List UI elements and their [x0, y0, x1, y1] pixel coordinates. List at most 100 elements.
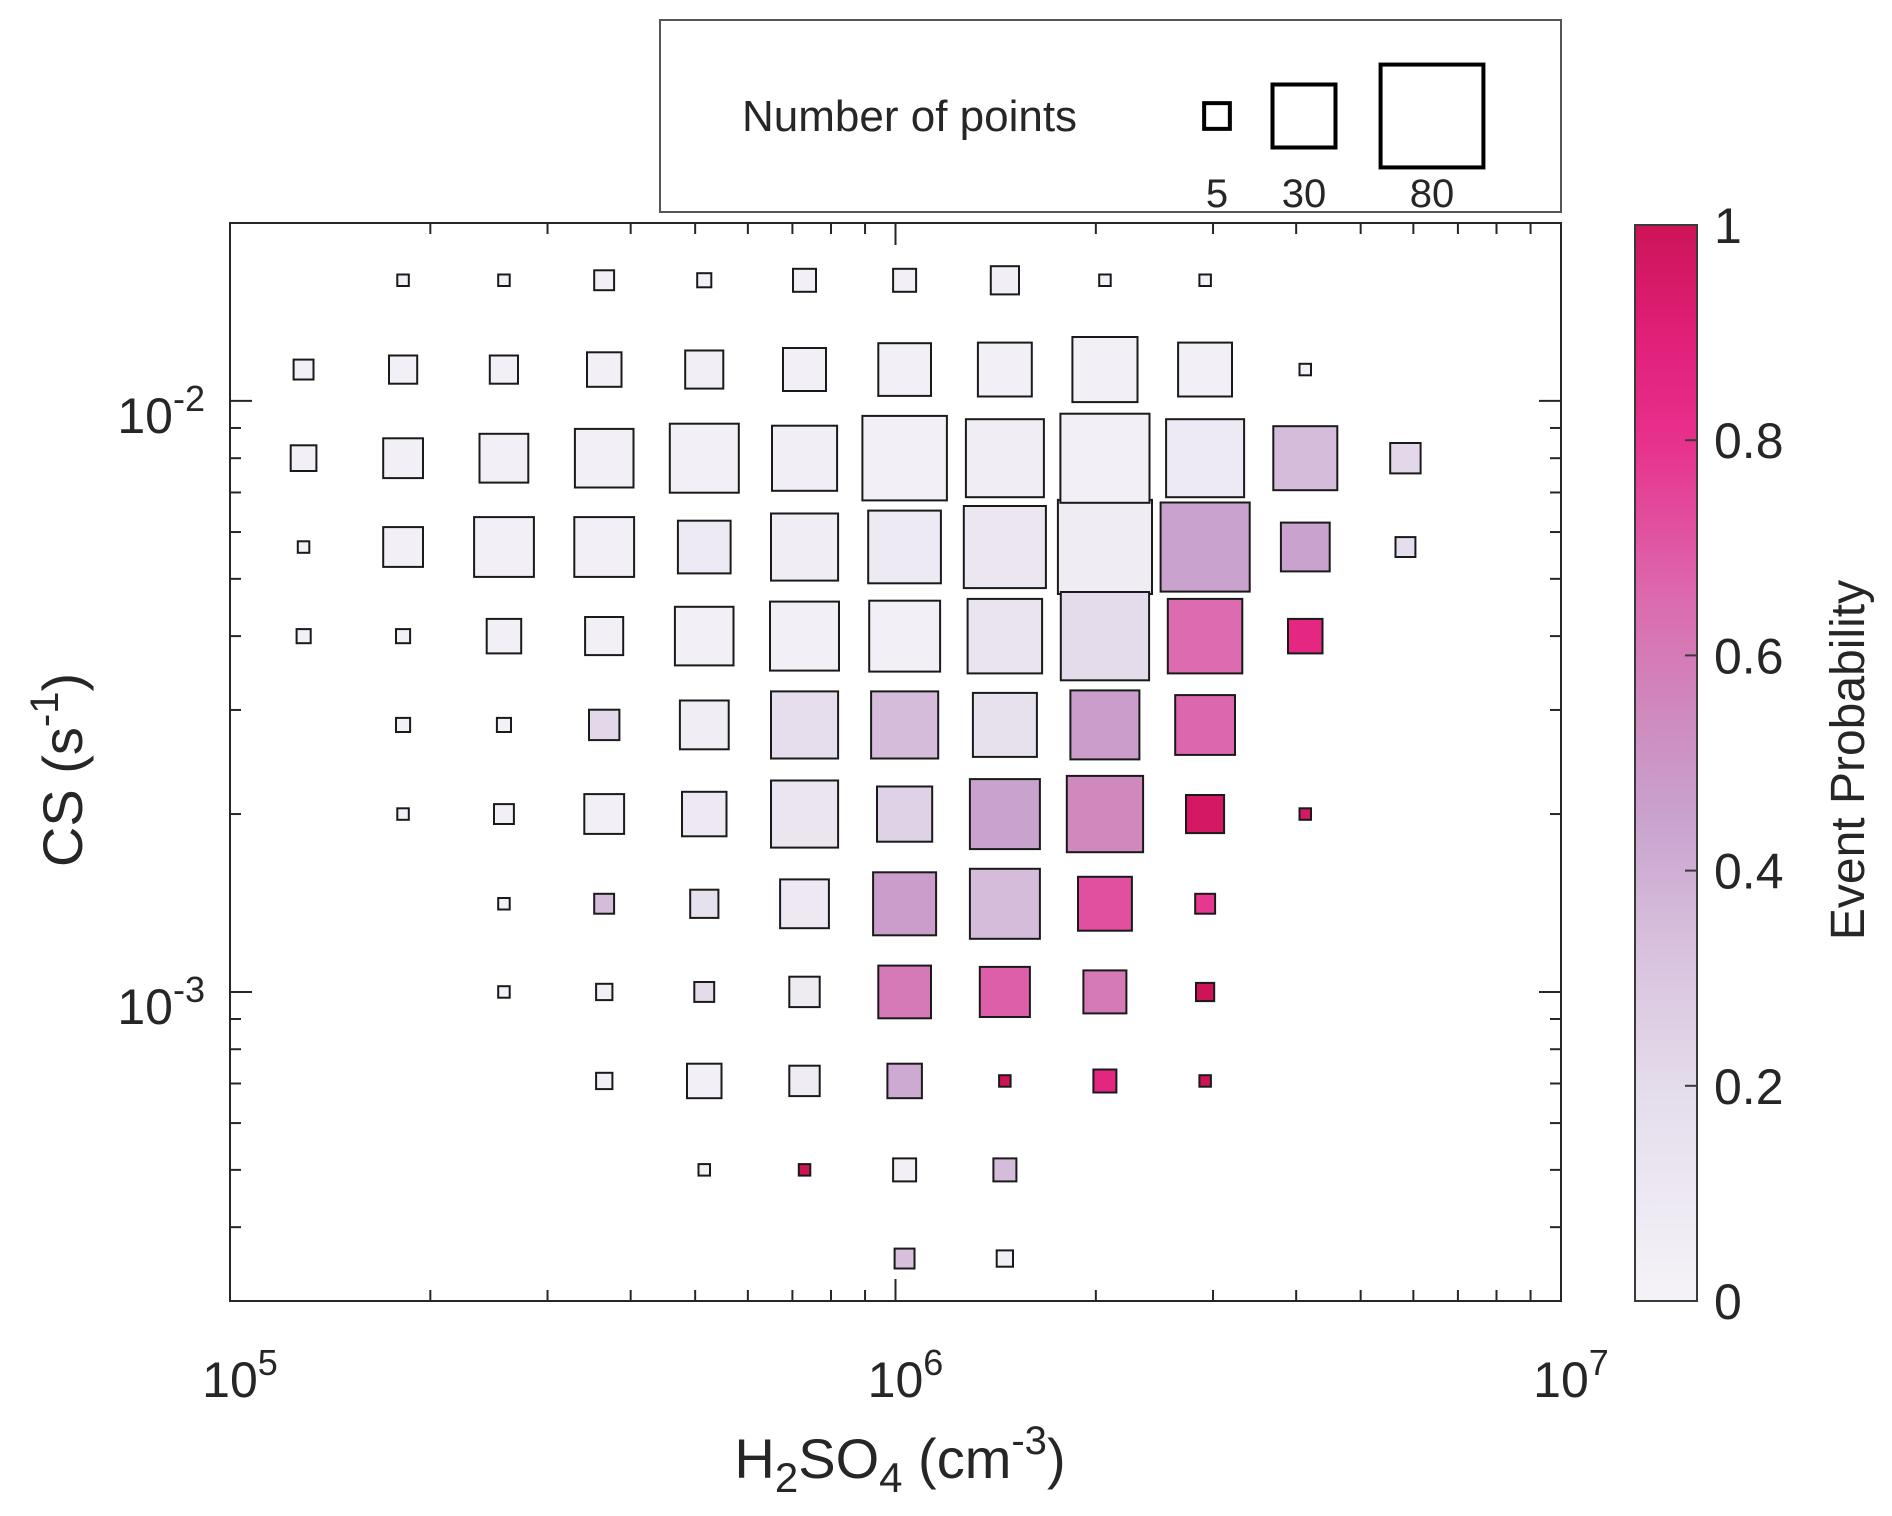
size-legend-label: 30 [1282, 172, 1327, 216]
data-point [770, 690, 840, 760]
data-point [1389, 442, 1422, 475]
colorbar-tick-label: 0.4 [1714, 844, 1784, 900]
data-point [493, 803, 515, 825]
data-point [779, 878, 830, 930]
data-point [588, 708, 621, 742]
colorbar-gradient [1634, 224, 1698, 1302]
data-point [968, 867, 1041, 940]
size-legend-title: Number of points [742, 92, 1077, 141]
data-point [870, 690, 940, 760]
data-point [971, 691, 1038, 758]
data-point [886, 1062, 923, 1100]
data-point [782, 347, 827, 392]
data-point [893, 1247, 916, 1270]
data-point [673, 605, 735, 667]
data-point [1059, 412, 1151, 504]
data-point [964, 418, 1045, 499]
data-point [1394, 536, 1417, 558]
colorbar-label: Event Probability [1822, 580, 1875, 940]
data-point [595, 1071, 614, 1091]
data-point [693, 981, 716, 1003]
data-point [1159, 501, 1251, 593]
data-point [689, 888, 720, 919]
data-point [966, 597, 1044, 675]
data-point [769, 600, 840, 672]
colorbar-tick-label: 0.6 [1714, 628, 1784, 684]
y-axis-title: CS (s-1) [23, 673, 94, 867]
data-point [1185, 794, 1226, 835]
data-point [388, 354, 419, 385]
data-point [1065, 774, 1145, 854]
data-point [788, 1064, 821, 1098]
y-tick-label: 10-3 [117, 969, 205, 1035]
data-point [697, 1163, 711, 1177]
colorbar-tick-label: 0.2 [1714, 1059, 1784, 1115]
data-point [1272, 425, 1339, 492]
data-point [892, 1157, 918, 1183]
data-point [395, 628, 412, 645]
data-point [595, 982, 614, 1002]
data-point [872, 871, 938, 937]
data-point [962, 505, 1047, 590]
size-legend: Number of points 5 30 80 [659, 19, 1562, 216]
data-point [1287, 617, 1324, 655]
data-point [1298, 807, 1312, 821]
data-point [289, 444, 318, 472]
data-point [1198, 273, 1212, 287]
data-point [497, 273, 511, 287]
colorbar-tick-label: 0 [1714, 1274, 1742, 1330]
data-point [771, 424, 839, 492]
data-point [1165, 418, 1246, 499]
data-point [583, 793, 626, 835]
data-point [978, 965, 1031, 1019]
data-point [1174, 694, 1236, 756]
colorbar: 0 0.2 0.4 0.6 0.8 1 Event Probability [1634, 198, 1875, 1330]
data-point [1098, 273, 1112, 287]
data-point [497, 897, 511, 911]
data-point [478, 432, 530, 484]
data-point [797, 1163, 812, 1177]
size-legend-label: 80 [1410, 172, 1455, 216]
data-point [1195, 981, 1216, 1003]
data-point [867, 509, 942, 585]
data-point [1194, 892, 1217, 915]
data-point [861, 414, 948, 502]
minor-ticks [230, 223, 1561, 1302]
data-point [989, 265, 1020, 296]
size-legend-marker [1378, 62, 1486, 170]
data-point [681, 790, 728, 838]
data-point [1177, 341, 1233, 398]
data-point [788, 975, 821, 1009]
data-point [676, 519, 732, 575]
data-point [1071, 336, 1139, 404]
data-point [292, 358, 315, 381]
data-point [573, 427, 635, 489]
data-point [1279, 521, 1331, 573]
data-points [289, 265, 1422, 1270]
data-point [992, 1157, 1018, 1183]
data-point [876, 785, 934, 843]
data-point [1077, 875, 1133, 932]
y-tick-label: 10-2 [117, 378, 205, 444]
data-point [1082, 969, 1128, 1015]
data-point [573, 516, 636, 578]
data-point [684, 349, 725, 390]
data-point [696, 272, 713, 289]
data-point [396, 273, 410, 287]
data-point [1092, 1068, 1118, 1094]
x-tick-label: 105 [202, 1342, 278, 1408]
colorbar-tick-label: 0.8 [1714, 413, 1784, 469]
data-point [1298, 362, 1312, 377]
data-point [868, 599, 942, 673]
data-point [1069, 689, 1141, 761]
data-point [395, 716, 412, 734]
x-tick-label: 106 [868, 1342, 944, 1408]
data-point [495, 716, 512, 734]
data-point [892, 267, 918, 293]
data-point [1059, 591, 1151, 682]
x-axis-title: H2SO4 (cm-3) [734, 1419, 1065, 1501]
data-point [296, 540, 311, 554]
data-point [295, 628, 312, 645]
data-point [1166, 597, 1244, 675]
data-point [998, 1074, 1012, 1088]
